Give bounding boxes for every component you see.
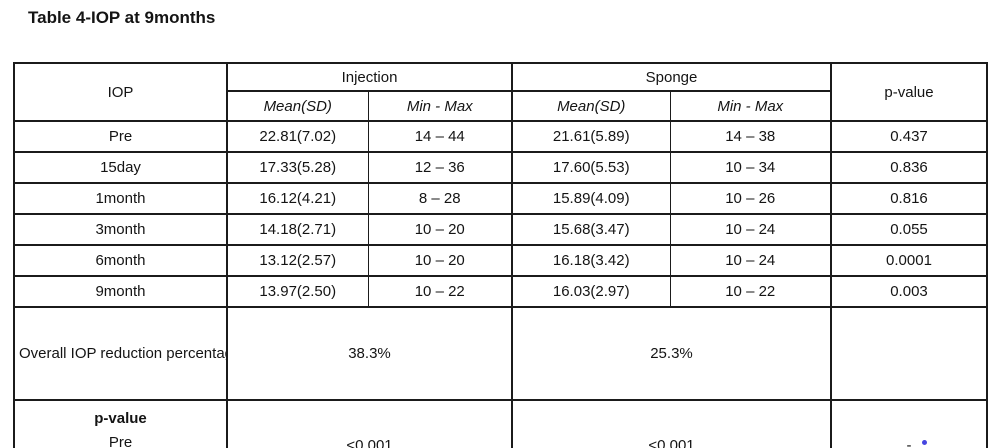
row-label-pvalue-pre: p-value Pre	[13, 399, 228, 448]
table-row-3month: 3month 14.18(2.71) 10 – 20 15.68(3.47) 1…	[13, 213, 988, 246]
cell-sponge-range: 10 – 24	[669, 244, 832, 277]
header-sponge: Sponge	[511, 62, 832, 92]
cell-pvalue-injection: <0.001	[226, 399, 513, 448]
table-title: Table 4-IOP at 9months	[28, 8, 216, 27]
cell-p-value: 0.003	[830, 275, 988, 308]
row-label: 6month	[13, 244, 228, 277]
header-iop: IOP	[13, 62, 228, 122]
table-row-9month: 9month 13.97(2.50) 10 – 22 16.03(2.97) 1…	[13, 275, 988, 308]
cell-p-value: 0.055	[830, 213, 988, 246]
table-row-overall-reduction: Overall IOP reduction percentage 38.3% 2…	[13, 306, 988, 401]
row-label: 3month	[13, 213, 228, 246]
cell-injection-mean: 14.18(2.71)	[226, 213, 369, 246]
pvalue-label: p-value	[94, 410, 147, 428]
cell-sponge-range: 10 – 34	[669, 151, 832, 184]
cell-pvalue-sponge: <0.001	[511, 399, 832, 448]
header-injection-min-max: Min - Max	[367, 90, 513, 122]
cell-injection-mean: 13.97(2.50)	[226, 275, 369, 308]
cell-sponge-mean: 16.03(2.97)	[511, 275, 671, 308]
header-sponge-mean-sd: Mean(SD)	[511, 90, 671, 122]
table-row-1month: 1month 16.12(4.21) 8 – 28 15.89(4.09) 10…	[13, 182, 988, 215]
cell-overall-sponge: 25.3%	[511, 306, 832, 401]
header-p-value: p-value	[830, 62, 988, 122]
cell-injection-mean: 22.81(7.02)	[226, 120, 369, 153]
cell-overall-p-value	[830, 306, 988, 401]
cell-sponge-mean: 15.68(3.47)	[511, 213, 671, 246]
header-injection-mean-sd: Mean(SD)	[226, 90, 369, 122]
row-label-overall: Overall IOP reduction percentage	[13, 306, 228, 401]
table-row-15day: 15day 17.33(5.28) 12 – 36 17.60(5.53) 10…	[13, 151, 988, 184]
row-label: 9month	[13, 275, 228, 308]
pre-label: Pre	[108, 433, 133, 448]
cell-sponge-mean: 15.89(4.09)	[511, 182, 671, 215]
cell-pvalue-dash: -	[830, 399, 988, 448]
cell-sponge-range: 14 – 38	[669, 120, 832, 153]
row-label: Pre	[13, 120, 228, 153]
table-row-pre: Pre 22.81(7.02) 14 – 44 21.61(5.89) 14 –…	[13, 120, 988, 153]
cell-p-value: 0.0001	[830, 244, 988, 277]
cell-injection-range: 12 – 36	[367, 151, 513, 184]
cell-p-value: 0.836	[830, 151, 988, 184]
header-sponge-min-max: Min - Max	[669, 90, 832, 122]
cell-injection-mean: 13.12(2.57)	[226, 244, 369, 277]
row-label: 15day	[13, 151, 228, 184]
cell-sponge-mean: 17.60(5.53)	[511, 151, 671, 184]
header-injection: Injection	[226, 62, 513, 92]
blue-dot-marker	[922, 440, 927, 445]
cell-injection-mean: 17.33(5.28)	[226, 151, 369, 184]
table-row-pvalue-pre: p-value Pre <0.001 <0.001 -	[13, 399, 988, 448]
table-row-6month: 6month 13.12(2.57) 10 – 20 16.18(3.42) 1…	[13, 244, 988, 277]
cell-sponge-range: 10 – 24	[669, 213, 832, 246]
cell-sponge-range: 10 – 22	[669, 275, 832, 308]
cell-injection-range: 8 – 28	[367, 182, 513, 215]
cell-overall-injection: 38.3%	[226, 306, 513, 401]
cell-sponge-mean: 16.18(3.42)	[511, 244, 671, 277]
cell-p-value: 0.816	[830, 182, 988, 215]
cell-sponge-range: 10 – 26	[669, 182, 832, 215]
cell-sponge-mean: 21.61(5.89)	[511, 120, 671, 153]
iop-table: IOP Injection Sponge p-value Mean(SD) Mi…	[13, 62, 988, 448]
cell-injection-range: 14 – 44	[367, 120, 513, 153]
cell-p-value: 0.437	[830, 120, 988, 153]
cell-injection-range: 10 – 22	[367, 275, 513, 308]
row-label: 1month	[13, 182, 228, 215]
cell-injection-mean: 16.12(4.21)	[226, 182, 369, 215]
cell-injection-range: 10 – 20	[367, 213, 513, 246]
cell-injection-range: 10 – 20	[367, 244, 513, 277]
